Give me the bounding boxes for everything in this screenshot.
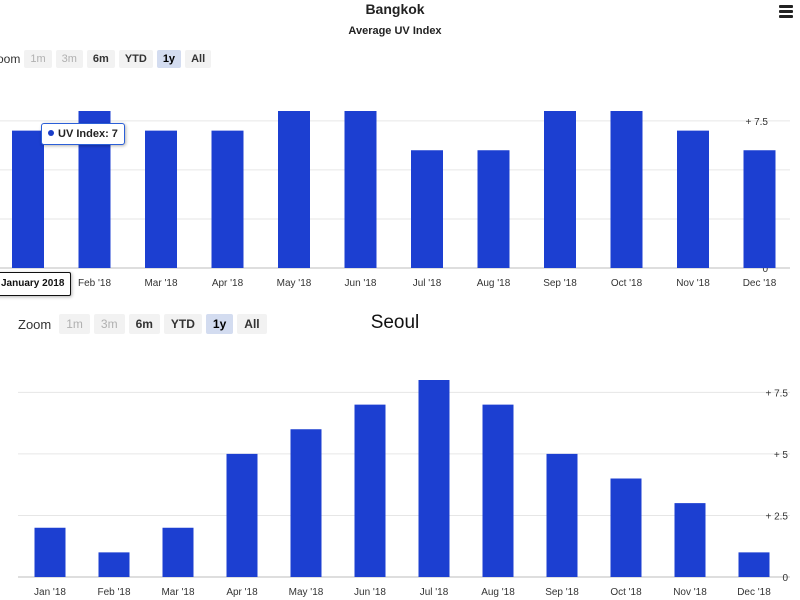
bangkok-bar[interactable] (211, 130, 244, 268)
seoul-bar[interactable] (162, 527, 194, 577)
seoul-xtick-label: Jan '18 (34, 587, 66, 598)
bangkok-xtick-label: Feb '18 (78, 278, 111, 289)
seoul-bar[interactable] (34, 527, 66, 577)
zoom-6m-button[interactable]: 6m (128, 314, 160, 334)
bangkok-ytick-label: 0 (762, 264, 768, 275)
bangkok-xtick-label: Mar '18 (144, 278, 177, 289)
seoul-xtick-label: Feb '18 (97, 587, 130, 598)
seoul-xtick-label: May '18 (289, 587, 324, 598)
zoom-3m-button[interactable]: 3m (55, 50, 83, 68)
zoom-label: oom (0, 52, 21, 66)
bangkok-xtick-label: Jun '18 (345, 278, 377, 289)
seoul-bar[interactable] (546, 453, 578, 577)
seoul-xtick-label: Apr '18 (226, 587, 258, 598)
zoom-label: Zoom (18, 316, 52, 332)
seoul-bar[interactable] (354, 404, 386, 577)
zoom-ytd-button[interactable]: YTD (118, 50, 153, 68)
zoom-1m-button[interactable]: 1m (24, 50, 52, 68)
seoul-xtick-label: Oct '18 (610, 587, 642, 598)
zoom-ytd-button[interactable]: YTD (163, 314, 202, 334)
bangkok-bar[interactable] (544, 111, 576, 268)
bangkok-xtick-label: May '18 (277, 278, 312, 289)
bangkok-bar[interactable] (12, 130, 44, 268)
bangkok-bar[interactable] (610, 111, 643, 268)
bangkok-xtick-label: Dec '18 (743, 278, 777, 289)
seoul-xtick-label: Jun '18 (354, 587, 386, 598)
seoul-bar[interactable] (226, 453, 258, 577)
bangkok-bar[interactable] (677, 130, 709, 268)
bangkok-xtick-label: Apr '18 (212, 278, 244, 289)
bangkok-xtick-label: Sep '18 (543, 278, 577, 289)
zoom-bar-seoul: Zoom 1m 3m 6m YTD 1y All (18, 314, 271, 334)
seoul-bar[interactable] (482, 404, 514, 577)
bangkok-bar[interactable] (278, 111, 310, 268)
zoom-3m-button[interactable]: 3m (93, 314, 125, 334)
bangkok-xtick-label: Oct '18 (611, 278, 643, 289)
bangkok-bar[interactable] (477, 150, 510, 268)
seoul-bar[interactable] (418, 380, 450, 577)
zoom-1y-button[interactable]: 1y (205, 314, 234, 334)
chart-title-seoul: Seoul (370, 312, 420, 333)
crosshair-date-label: January 2018 (0, 272, 72, 296)
bangkok-bar[interactable] (145, 130, 177, 268)
chart-title-bangkok: Bangkok (365, 1, 425, 17)
seoul-bar[interactable] (674, 503, 706, 577)
seoul-bar[interactable] (610, 478, 642, 578)
seoul-xtick-label: Dec '18 (737, 587, 771, 598)
seoul-ytick-label: + 5 (774, 450, 789, 461)
seoul-bar[interactable] (98, 552, 130, 577)
zoom-1y-button[interactable]: 1y (156, 50, 182, 68)
seoul-xtick-label: Nov '18 (673, 587, 707, 598)
bangkok-ytick-label: + 7.5 (745, 117, 768, 128)
chart-subtitle-bangkok: Average UV Index (348, 25, 442, 37)
zoom-6m-button[interactable]: 6m (86, 50, 115, 68)
bangkok-xtick-label: Jul '18 (413, 278, 442, 289)
bangkok-bar[interactable] (411, 150, 443, 268)
bar-chart-seoul: 0 + 2.5 + 5 + 7.5 Jan '18 Feb '18 Mar '18 Apr '… (18, 380, 790, 598)
series-dot-icon (48, 130, 54, 136)
bangkok-bar[interactable] (743, 150, 776, 268)
hamburger-icon[interactable] (779, 5, 793, 18)
zoom-all-button[interactable]: All (237, 314, 267, 334)
seoul-bar[interactable] (290, 429, 322, 577)
seoul-xtick-label: Aug '18 (481, 587, 515, 598)
seoul-ytick-label: + 2.5 (765, 511, 788, 522)
seoul-ytick-label: + 7.5 (765, 388, 788, 399)
bangkok-bar[interactable] (344, 111, 377, 268)
seoul-xtick-label: Sep '18 (545, 587, 579, 598)
tooltip-text: UV Index: 7 (58, 128, 118, 140)
seoul-bar[interactable] (738, 552, 770, 577)
zoom-1m-button[interactable]: 1m (59, 314, 90, 334)
bangkok-xtick-label: Aug '18 (477, 278, 511, 289)
seoul-xtick-label: Jul '18 (420, 587, 449, 598)
zoom-bar-bangkok: oom 1m 3m 6m YTD 1y All (0, 50, 215, 68)
bangkok-xtick-label: Nov '18 (676, 278, 710, 289)
seoul-xtick-label: Mar '18 (161, 587, 194, 598)
tooltip: UV Index: 7 (41, 123, 125, 145)
seoul-ytick-label: 0 (782, 573, 788, 584)
zoom-all-button[interactable]: All (185, 50, 212, 68)
